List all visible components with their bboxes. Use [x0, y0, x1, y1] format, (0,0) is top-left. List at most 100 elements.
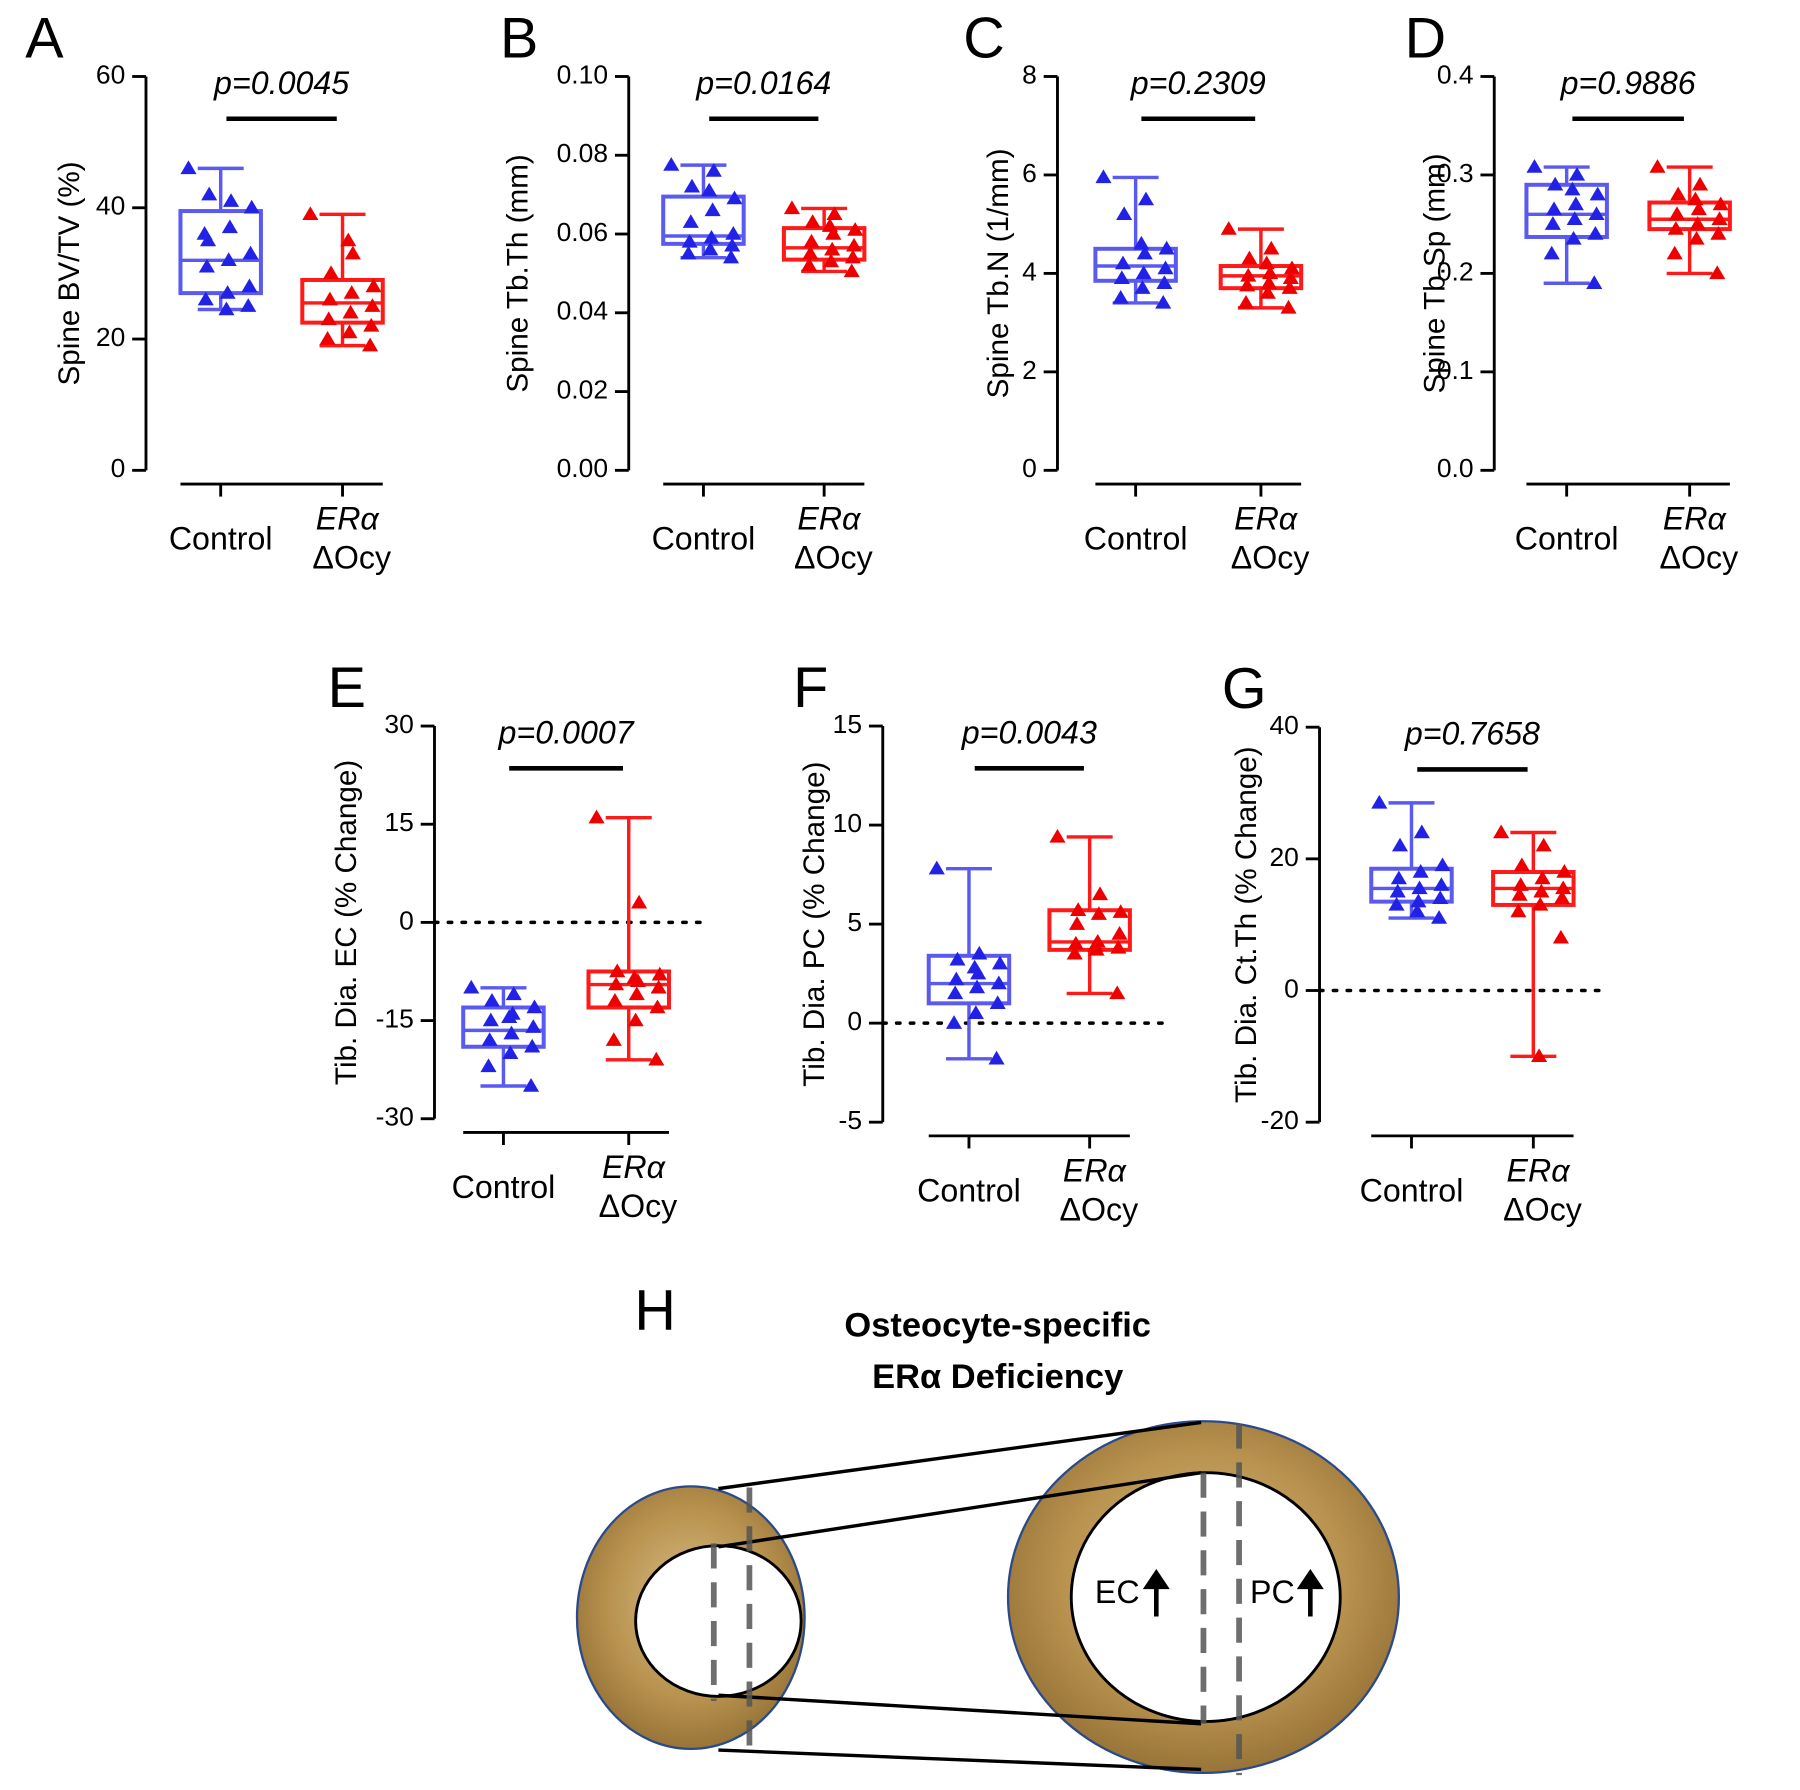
y-tick-label: -15 — [376, 1004, 414, 1034]
data-point — [1240, 267, 1257, 282]
data-point — [1134, 280, 1151, 294]
data-point — [1432, 890, 1449, 905]
data-point — [1091, 886, 1109, 901]
x-tick-label: ERα ΔOcy — [1660, 501, 1739, 576]
data-point — [683, 178, 700, 193]
data-point — [608, 976, 625, 991]
y-axis-label: Spine Tb.Sp (mm) — [1419, 153, 1452, 393]
data-point — [1433, 877, 1450, 891]
data-point — [1281, 280, 1298, 294]
box-plot — [1093, 169, 1178, 309]
y-tick-label: 2 — [1022, 355, 1037, 385]
panel-letter: C — [963, 6, 1005, 70]
data-point — [1526, 159, 1543, 173]
data-point — [1687, 191, 1704, 206]
data-point — [483, 992, 500, 1007]
data-point — [948, 971, 965, 986]
box-plot — [1647, 159, 1732, 280]
data-point — [1111, 926, 1128, 940]
data-point — [1556, 864, 1573, 878]
y-tick-label: 15 — [384, 807, 413, 837]
box-plot — [178, 160, 263, 316]
p-value: p=0.9886 — [1560, 65, 1696, 101]
data-point — [319, 331, 336, 345]
data-point — [221, 219, 238, 234]
y-axis-label: Spine BV/TV (%) — [53, 161, 86, 385]
data-point — [1710, 226, 1727, 240]
data-point — [928, 860, 945, 875]
data-point — [320, 311, 337, 326]
data-point — [502, 1045, 519, 1060]
x-tick-label: Control — [1515, 521, 1619, 557]
x-tick-label: ERα ΔOcy — [1060, 1153, 1139, 1228]
data-point — [1689, 216, 1706, 230]
data-point — [240, 298, 257, 312]
box-plot — [926, 860, 1012, 1065]
data-point — [1388, 896, 1405, 911]
data-point — [1157, 260, 1174, 275]
p-value: p=0.0007 — [498, 715, 635, 751]
y-tick-label: 15 — [833, 709, 862, 739]
data-point — [1668, 206, 1686, 221]
data-point — [701, 182, 718, 197]
data-point — [1413, 824, 1430, 839]
data-point — [1113, 270, 1130, 285]
data-point — [1670, 186, 1687, 201]
diagram-title: Osteocyte-specific — [844, 1307, 1151, 1345]
arrow — [1296, 1568, 1324, 1617]
data-point — [1535, 837, 1552, 852]
data-point — [362, 337, 379, 352]
data-point — [1567, 196, 1584, 211]
data-point — [1067, 935, 1084, 950]
data-point — [1564, 181, 1581, 196]
data-point — [1543, 245, 1560, 260]
data-point — [680, 245, 697, 260]
y-tick-label: 0 — [847, 1006, 862, 1036]
y-tick-label: 20 — [1269, 842, 1298, 872]
box-plot — [586, 809, 671, 1066]
data-point — [650, 979, 667, 994]
data-point — [822, 253, 840, 268]
data-point — [1158, 240, 1175, 255]
box — [1369, 866, 1454, 904]
data-point — [649, 999, 666, 1014]
data-point — [825, 226, 842, 240]
data-point — [1262, 265, 1279, 280]
data-point — [847, 222, 864, 236]
data-point — [1545, 201, 1563, 216]
y-axis-label: Spine Tb.Th (mm) — [501, 154, 534, 392]
data-point — [966, 959, 983, 974]
data-point — [724, 237, 741, 252]
data-point — [219, 285, 236, 299]
y-tick-label: 0.06 — [557, 217, 608, 247]
data-point — [1412, 864, 1429, 878]
x-tick-label: Control — [1084, 521, 1188, 557]
data-point — [1282, 270, 1299, 285]
box-plot — [461, 979, 546, 1092]
data-point — [322, 265, 340, 280]
p-value: p=0.0043 — [961, 715, 1097, 751]
data-point — [1547, 176, 1564, 191]
diagram-title: ERα Deficiency — [872, 1358, 1123, 1396]
data-point — [302, 206, 319, 221]
y-tick-label: 0.10 — [557, 59, 608, 89]
y-tick-label: 0.2 — [1437, 256, 1474, 286]
y-tick-label: 10 — [833, 808, 862, 838]
y-tick-label: 0 — [111, 453, 126, 483]
x-tick-label: ERα ΔOcy — [1231, 501, 1310, 576]
data-point — [241, 278, 258, 293]
box-plot — [1491, 824, 1576, 1063]
data-point — [522, 1078, 540, 1092]
data-point — [196, 226, 213, 240]
data-point — [1114, 255, 1132, 270]
data-point — [1220, 221, 1237, 235]
data-point — [1135, 265, 1152, 280]
data-point — [1241, 250, 1258, 265]
data-point — [1531, 1048, 1548, 1063]
data-point — [990, 975, 1007, 990]
box — [461, 1005, 546, 1049]
x-tick-label: Control — [1360, 1172, 1464, 1208]
small-marrow — [634, 1544, 803, 1698]
panel-letter: G — [1222, 657, 1267, 721]
